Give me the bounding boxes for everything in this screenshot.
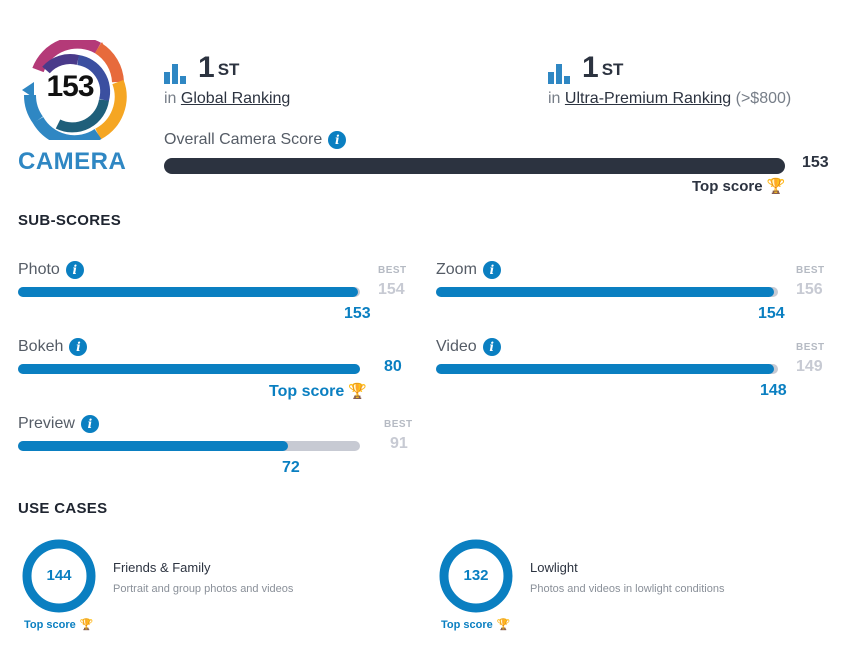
subscore-value: 80 xyxy=(384,358,402,375)
overall-score-bar xyxy=(164,158,785,174)
bar-chart-icon xyxy=(548,64,572,84)
subscore-zoom: Zoom i BEST 156 154 xyxy=(436,261,825,322)
subscore-value: 153 xyxy=(344,305,371,322)
camera-score-logo: 153 xyxy=(18,36,128,148)
bar-chart-icon xyxy=(164,64,188,84)
usecase-value: 132 xyxy=(463,567,489,584)
usecase-top-score: Top score 🏆 xyxy=(441,619,511,631)
info-icon[interactable]: i xyxy=(482,261,501,279)
info-icon[interactable]: i xyxy=(69,338,88,356)
ultra-premium-ranking: 1 ST in Ultra-Premium Ranking (>$800) xyxy=(548,51,792,107)
subscore-preview: Preview i BEST 91 72 xyxy=(18,415,413,476)
score-ring-icon xyxy=(22,36,127,148)
info-icon[interactable]: i xyxy=(65,261,84,279)
subscore-top-score: Top score 🏆 xyxy=(269,383,367,400)
subscore-fill xyxy=(18,441,288,451)
best-label: BEST xyxy=(378,265,407,276)
usecase-ring: 144 xyxy=(22,539,96,613)
overall-top-score: Top score 🏆 xyxy=(692,178,786,195)
subscore-video: Video i BEST 149 148 xyxy=(436,338,825,399)
usecase-top-score: Top score 🏆 xyxy=(24,619,94,631)
best-value: 91 xyxy=(390,435,408,452)
subscore-value: 72 xyxy=(282,459,300,476)
logo-score: 153 xyxy=(46,70,94,103)
best-value: 149 xyxy=(796,358,823,375)
overall-score-label: Overall Camera Score i xyxy=(164,131,347,149)
subscore-fill xyxy=(18,364,360,374)
global-ranking: 1 ST in Global Ranking xyxy=(164,51,291,107)
subscore-fill xyxy=(436,287,774,297)
info-icon[interactable]: i xyxy=(328,131,347,149)
rank-number: 1 ST xyxy=(198,51,240,84)
usecase-lowlight: 132 Lowlight Photos and videos in lowlig… xyxy=(439,539,839,639)
usecase-desc: Photos and videos in lowlight conditions xyxy=(530,583,725,595)
usecase-ring: 132 xyxy=(439,539,513,613)
usecase-friends-family: 144 Friends & Family Portrait and group … xyxy=(22,539,422,639)
best-label: BEST xyxy=(384,419,413,430)
usecase-value: 144 xyxy=(46,567,72,584)
usecases-title: USE CASES xyxy=(18,500,108,517)
info-icon[interactable]: i xyxy=(482,338,501,356)
best-label: BEST xyxy=(796,342,825,353)
overall-score-value: 153 xyxy=(802,154,829,171)
logo-label: CAMERA xyxy=(18,148,127,175)
best-value: 154 xyxy=(378,281,405,298)
global-ranking-link[interactable]: Global Ranking xyxy=(180,90,291,107)
trophy-icon: 🏆 xyxy=(348,383,367,400)
rank-number: 1 ST xyxy=(582,51,624,84)
usecase-title: Lowlight xyxy=(530,560,578,575)
subscore-value: 154 xyxy=(758,305,785,322)
subscore-photo: Photo i BEST 154 153 xyxy=(18,261,407,322)
usecase-title: Friends & Family xyxy=(113,560,211,575)
best-label: BEST xyxy=(796,265,825,276)
trophy-icon: 🏆 xyxy=(766,178,786,195)
usecase-desc: Portrait and group photos and videos xyxy=(113,583,294,595)
subscore-fill xyxy=(436,364,774,374)
trophy-icon: 🏆 xyxy=(79,619,94,631)
trophy-icon: 🏆 xyxy=(496,619,511,631)
subscore-bokeh: Bokeh i 80 Top score 🏆 xyxy=(18,338,402,400)
subscore-value: 148 xyxy=(760,382,787,399)
best-value: 156 xyxy=(796,281,823,298)
subscores-title: SUB-SCORES xyxy=(18,212,122,229)
subscore-fill xyxy=(18,287,358,297)
ultra-premium-ranking-link[interactable]: Ultra-Premium Ranking xyxy=(564,90,732,107)
info-icon[interactable]: i xyxy=(80,415,99,433)
